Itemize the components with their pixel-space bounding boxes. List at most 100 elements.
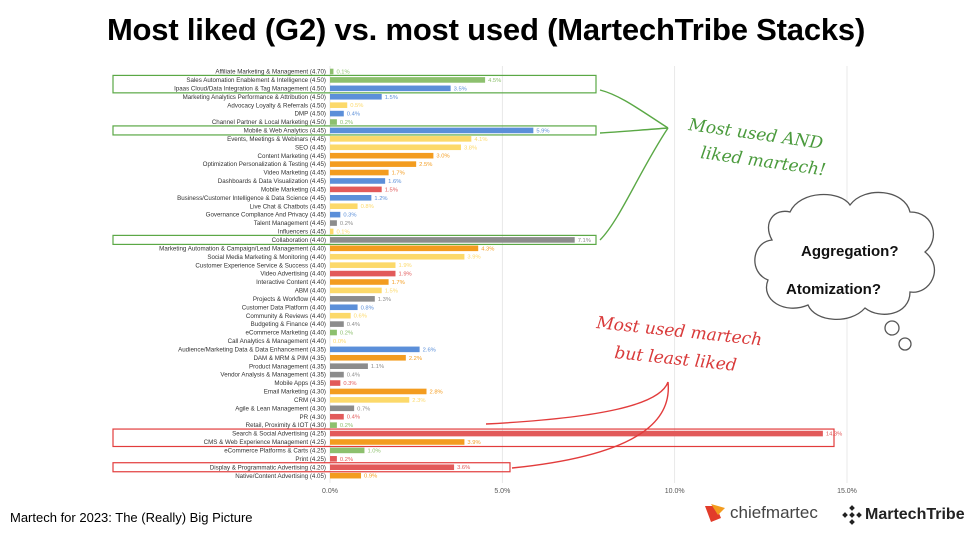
bar	[330, 371, 344, 378]
category-label: Social Media Marketing & Monitoring (4.4…	[207, 254, 326, 261]
x-tick-label: 5.0%	[494, 488, 510, 495]
value-label: 0.7%	[357, 406, 370, 412]
martechtribe-mark-icon	[842, 505, 862, 525]
value-label: 3.9%	[467, 440, 480, 446]
bar	[330, 346, 420, 353]
chiefmartec-logo: chiefmartec	[704, 502, 818, 524]
highlight-box-green	[112, 125, 597, 136]
category-label: Audience/Marketing Data & Data Enhanceme…	[178, 346, 326, 353]
bar	[330, 127, 534, 134]
category-label: Vendor Analysis & Management (4.35)	[220, 372, 326, 379]
bar	[330, 287, 382, 294]
value-label: 0.2%	[340, 221, 353, 227]
value-label: 0.2%	[340, 457, 353, 463]
bar	[330, 321, 344, 327]
value-label: 1.7%	[392, 280, 405, 286]
red-arrows	[485, 381, 670, 469]
bar	[330, 144, 461, 151]
category-label: CMS & Web Experience Management (4.25)	[204, 439, 326, 446]
value-label: 2.5%	[419, 162, 432, 168]
bar	[330, 430, 823, 437]
value-label: 0.4%	[347, 112, 360, 118]
category-label: CRM (4.30)	[294, 397, 326, 404]
category-label: Mobile & Web Analytics (4.45)	[244, 128, 326, 135]
cloud-aggregation: Aggregation?	[801, 243, 899, 260]
value-label: 0.1%	[336, 229, 349, 235]
bar	[330, 279, 389, 285]
value-label: 3.5%	[454, 86, 467, 92]
red-annotation-line2: but least liked	[613, 343, 737, 376]
category-label: Governance Compliance And Privacy (4.45)	[206, 212, 326, 219]
chiefmartec-logo-text: chiefmartec	[730, 503, 818, 522]
bar	[330, 136, 472, 142]
value-label: 3.9%	[467, 255, 480, 261]
bar	[330, 380, 341, 386]
bar	[330, 304, 358, 311]
bar	[330, 405, 355, 412]
value-label: 4.1%	[474, 137, 487, 143]
category-label: eCommerce Marketing (4.40)	[246, 330, 326, 337]
chiefmartec-mark-icon	[705, 504, 725, 522]
bar	[330, 152, 434, 159]
bar	[330, 472, 362, 479]
category-label: Sales Automation Enablement & Intelligen…	[186, 77, 326, 84]
category-label: PR (4.30)	[300, 414, 326, 421]
value-label: 1.1%	[371, 364, 384, 370]
category-label: SEO (4.45)	[295, 144, 326, 151]
bar	[330, 413, 344, 420]
green-arrow-3	[599, 127, 669, 241]
value-label: 0.3%	[343, 213, 356, 219]
category-label: Customer Data Platform (4.40)	[242, 304, 326, 311]
martechtribe-logo-text: MartechTribe	[865, 506, 965, 523]
red-arrow-1	[485, 381, 669, 425]
category-label: Mobile Marketing (4.45)	[261, 186, 326, 193]
green-arrow-2	[599, 127, 669, 134]
category-label: Retail, Proximity & IOT (4.30)	[246, 422, 326, 429]
category-label: Budgeting & Finance (4.40)	[251, 321, 326, 328]
green-arrows	[599, 89, 669, 241]
category-label: Projects & Workflow (4.40)	[253, 296, 326, 303]
bar	[330, 77, 486, 83]
category-label: Channel Partner & Local Marketing (4.50)	[212, 119, 326, 126]
bar	[330, 262, 396, 268]
category-label: Product Management (4.35)	[249, 363, 326, 370]
thought-cloud	[754, 191, 936, 351]
bar	[330, 439, 465, 445]
bar	[330, 68, 334, 75]
category-label: eCommerce Platforms & Carts (4.25)	[224, 448, 326, 455]
cloud-atomization: Atomization?	[786, 281, 881, 298]
highlight-box-green	[112, 74, 597, 94]
category-label: Optimization Personalization & Testing (…	[203, 161, 326, 168]
bar	[330, 397, 410, 403]
category-label: Dashboards & Data Visualization (4.45)	[218, 178, 326, 185]
category-label: Interactive Content (4.40)	[256, 279, 326, 286]
bar	[330, 329, 337, 336]
bar	[330, 161, 417, 167]
bar	[330, 85, 451, 92]
value-label: 1.7%	[392, 171, 405, 177]
category-label: Search & Social Advertising (4.25)	[232, 431, 326, 438]
category-label: Community & Reviews (4.40)	[246, 313, 326, 320]
category-label: Display & Programmatic Advertising (4.20…	[210, 464, 326, 471]
value-labels: 0.1% 4.5% 3.5% 1.5% 0.5% 0.4% 0.2% 5.9% 4.1% 3.8%…	[333, 70, 842, 480]
bar	[330, 456, 337, 462]
martechtribe-logo: MartechTribe	[842, 505, 965, 525]
value-label: 5.9%	[536, 128, 549, 134]
bars	[330, 68, 823, 479]
value-label: 0.9%	[364, 474, 377, 480]
value-label: 4.3%	[481, 246, 494, 252]
category-label: Customer Experience Service & Success (4…	[195, 262, 326, 269]
category-label: Talent Management (4.45)	[254, 220, 326, 227]
value-label: 7.1%	[578, 238, 591, 244]
bar	[330, 447, 365, 454]
category-label: Ipaas Cloud/Data Integration & Tag Manag…	[174, 85, 326, 92]
bar	[330, 354, 406, 361]
value-label: 3.0%	[436, 154, 449, 160]
value-label: 1.3%	[378, 297, 391, 303]
bar	[330, 93, 382, 100]
bar	[330, 119, 337, 125]
category-label: Collaboration (4.40)	[272, 237, 326, 244]
highlight-box-red	[112, 428, 835, 448]
value-label: 0.2%	[340, 120, 353, 126]
